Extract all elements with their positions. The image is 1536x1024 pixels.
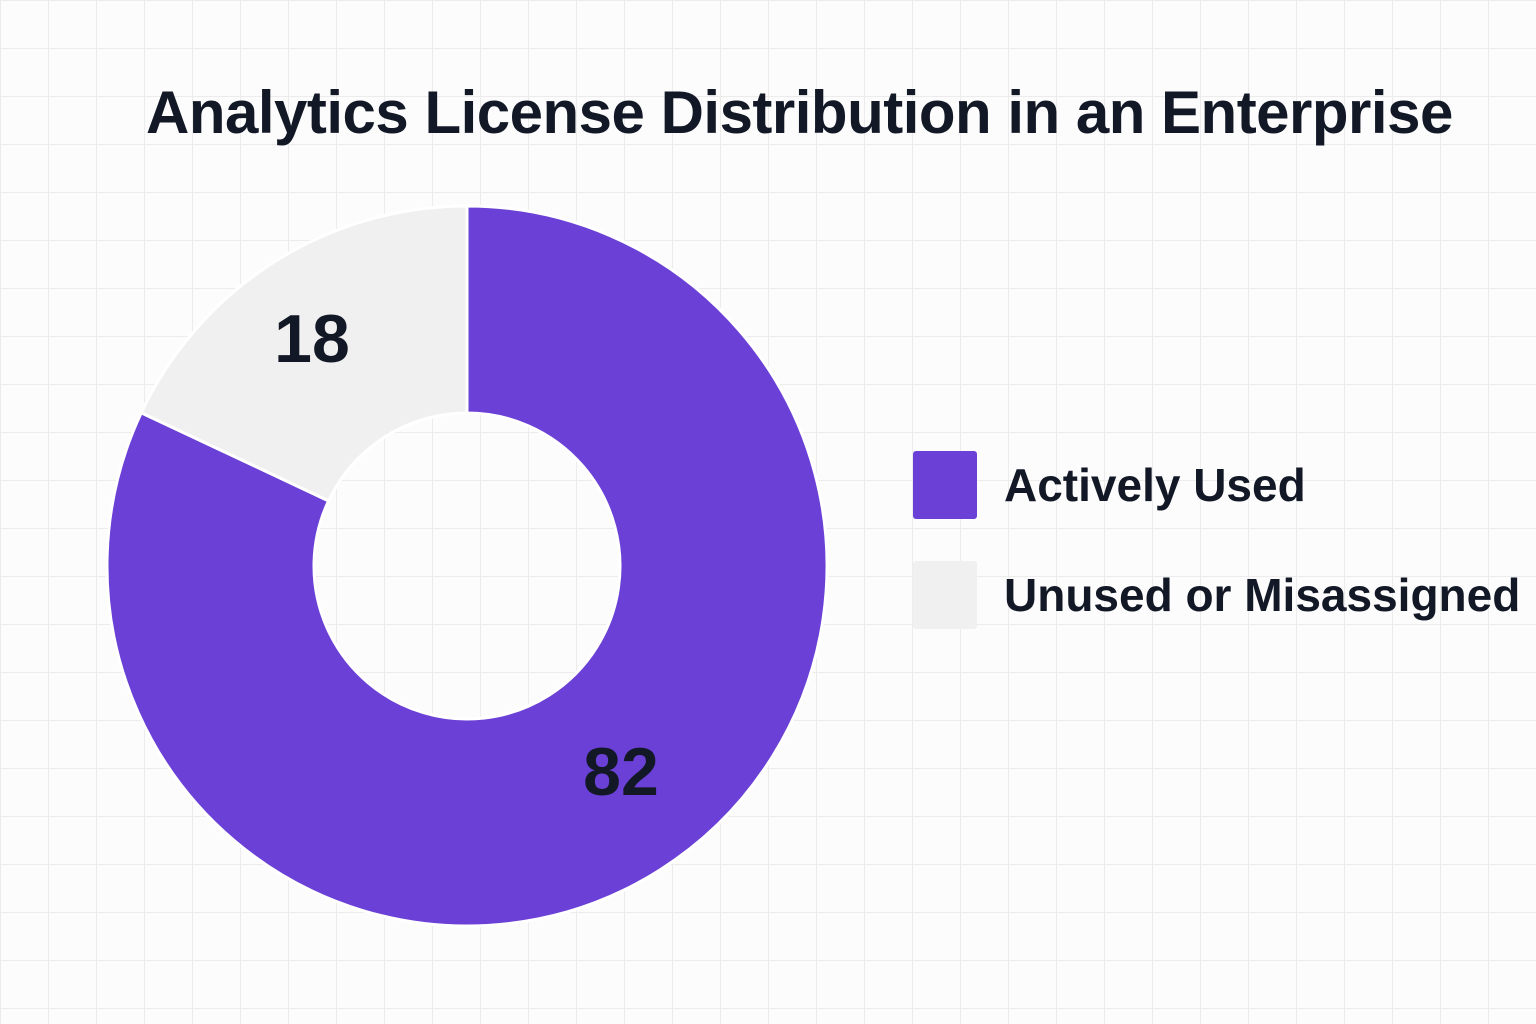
chart-title: Analytics License Distribution in an Ent… — [146, 79, 1453, 146]
legend-item-unused-or-misassigned: Unused or Misassigned — [913, 560, 1520, 630]
legend-label-actively-used: Actively Used — [1004, 459, 1306, 511]
data-label-actively-used: 82 — [583, 734, 659, 810]
legend-item-actively-used: Actively Used — [913, 450, 1520, 520]
legend-label-unused-or-misassigned: Unused or Misassigned — [1004, 569, 1521, 621]
legend-swatch-actively-used — [913, 451, 977, 519]
data-label-unused-or-misassigned: 18 — [274, 301, 350, 377]
legend: Actively Used Unused or Misassigned — [913, 450, 1520, 670]
legend-swatch-unused-or-misassigned — [913, 561, 977, 629]
donut-chart: 82 18 — [105, 204, 829, 928]
donut-slice-actively-used — [105, 204, 829, 928]
donut-slice-unused-or-misassigned — [139, 204, 469, 503]
